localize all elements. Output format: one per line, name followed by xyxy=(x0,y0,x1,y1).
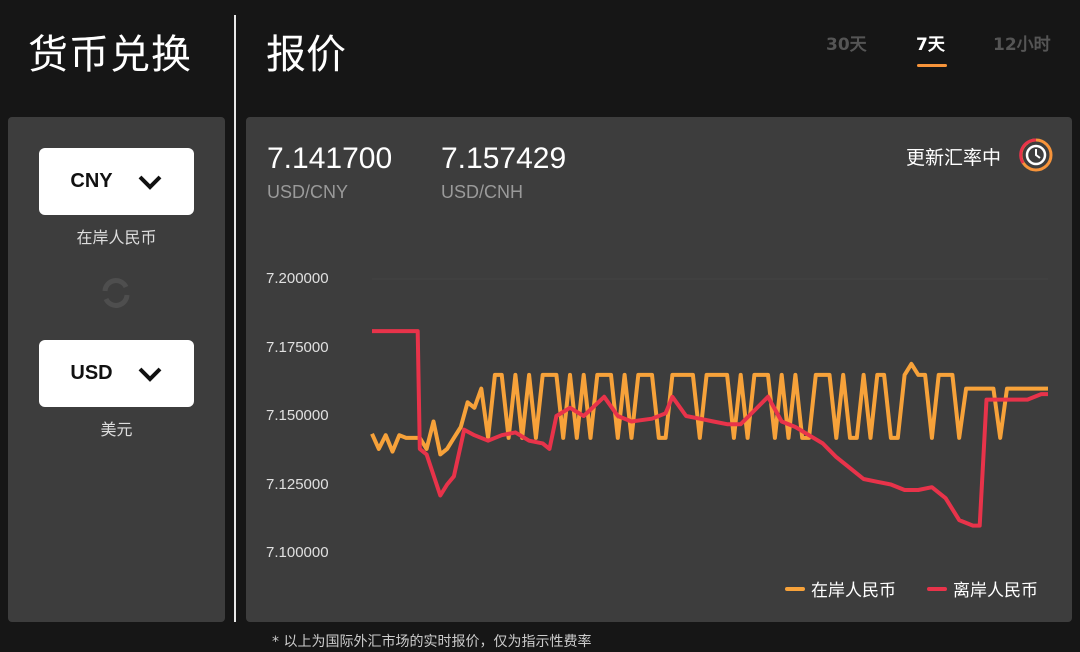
footnote: * 以上为国际外汇市场的实时报价，仅为指示性费率 xyxy=(272,634,592,650)
clock-icon[interactable] xyxy=(1019,138,1053,172)
usd-cnh-pair: USD/CNH xyxy=(441,182,524,202)
usd-cny-pair: USD/CNY xyxy=(267,182,349,202)
quote-card xyxy=(246,117,1072,622)
legend-label: 在岸人民币 xyxy=(811,581,896,601)
y-tick-label: 7.150000 xyxy=(266,407,329,424)
y-tick-label: 7.175000 xyxy=(266,339,329,356)
from-currency-name: 在岸人民币 xyxy=(76,228,157,247)
chevron-down-icon xyxy=(138,367,162,382)
legend-item-offshore: 离岸人民币 xyxy=(927,576,1038,601)
divider xyxy=(234,15,236,622)
y-tick-label: 7.125000 xyxy=(266,476,329,493)
legend-item-onshore: 在岸人民币 xyxy=(785,576,896,601)
from-currency-select[interactable]: CNY xyxy=(39,148,194,215)
to-currency-code: USD xyxy=(70,362,113,384)
chevron-down-icon xyxy=(138,175,162,190)
legend-label: 离岸人民币 xyxy=(953,581,1038,601)
y-tick-label: 7.200000 xyxy=(266,270,329,287)
active-tab-indicator xyxy=(917,64,947,67)
tab-12-hours[interactable]: 12小时 xyxy=(993,35,1051,55)
swap-icon[interactable] xyxy=(97,274,135,312)
converter-title: 货币兑换 xyxy=(28,32,192,78)
usd-cnh-rate: 7.157429 xyxy=(441,142,567,175)
update-status: 更新汇率中 xyxy=(906,147,1002,169)
to-currency-name: 美元 xyxy=(100,420,133,439)
tab-30-days[interactable]: 30天 xyxy=(826,35,867,55)
onshore-series-line xyxy=(370,361,1048,457)
from-currency-code: CNY xyxy=(70,170,113,192)
usd-cny-rate: 7.141700 xyxy=(267,142,393,175)
to-currency-select[interactable]: USD xyxy=(39,340,194,407)
rate-chart xyxy=(370,278,1048,528)
y-tick-label: 7.100000 xyxy=(266,544,329,561)
tab-7-days[interactable]: 7天 xyxy=(916,35,945,55)
offshore-series-line xyxy=(372,329,1048,528)
quote-title: 报价 xyxy=(266,32,346,78)
